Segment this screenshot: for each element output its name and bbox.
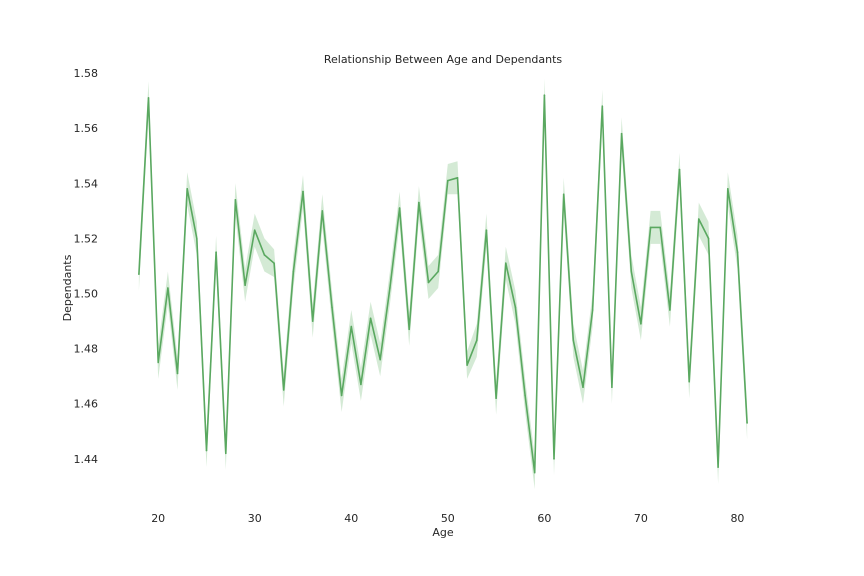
data-point — [205, 449, 208, 452]
data-point — [138, 273, 140, 276]
data-point — [543, 94, 546, 96]
data-point — [659, 226, 661, 229]
data-point — [321, 210, 324, 212]
data-point — [215, 251, 217, 253]
data-point — [476, 339, 478, 342]
data-point — [736, 251, 739, 253]
data-point — [514, 306, 517, 309]
data-point — [707, 237, 710, 240]
data-point — [157, 361, 159, 364]
x-tick-label: 30 — [248, 512, 262, 525]
data-point — [447, 179, 449, 182]
data-point — [717, 466, 719, 468]
data-point — [572, 339, 575, 342]
chart-title: Relationship Between Age and Dependants — [324, 53, 563, 66]
data-point — [418, 201, 420, 204]
series-layer — [138, 78, 748, 490]
data-point — [263, 254, 266, 256]
data-point — [398, 207, 401, 209]
data-point — [678, 168, 681, 171]
data-point — [611, 386, 613, 389]
y-tick-label: 1.54 — [74, 177, 99, 190]
data-point — [601, 105, 604, 107]
y-tick-label: 1.48 — [74, 343, 99, 356]
data-point — [147, 97, 150, 99]
data-point — [282, 389, 285, 391]
data-point — [688, 380, 690, 383]
data-point — [379, 358, 382, 361]
y-tick-label: 1.58 — [74, 67, 99, 80]
x-tick-label: 40 — [344, 512, 358, 525]
data-point — [466, 364, 468, 366]
data-point — [167, 287, 169, 289]
data-point — [456, 177, 459, 179]
x-axis-label: Age — [432, 526, 454, 539]
y-tick-label: 1.56 — [74, 122, 99, 135]
data-point — [533, 471, 536, 474]
data-point — [620, 132, 623, 135]
x-tick-label: 20 — [151, 512, 165, 525]
x-tick-label: 70 — [634, 512, 648, 525]
data-point — [360, 383, 362, 386]
data-point — [369, 317, 372, 320]
data-point — [225, 452, 227, 455]
data-point — [196, 237, 198, 240]
y-tick-label: 1.50 — [74, 288, 99, 301]
data-point — [350, 325, 353, 328]
data-point — [234, 199, 237, 201]
data-point — [553, 458, 555, 460]
data-point — [186, 188, 188, 190]
data-point — [389, 287, 391, 289]
data-point — [495, 397, 497, 400]
data-point — [427, 281, 430, 284]
data-point — [591, 309, 594, 311]
data-point — [698, 218, 700, 220]
data-point — [669, 309, 671, 311]
data-point — [582, 386, 584, 389]
x-tick-label: 80 — [730, 512, 744, 525]
data-point — [485, 229, 488, 231]
data-point — [302, 190, 304, 193]
data-point — [562, 193, 565, 196]
y-tick-label: 1.44 — [74, 453, 99, 466]
data-point — [727, 188, 729, 190]
data-point — [524, 394, 526, 397]
data-point — [746, 422, 748, 424]
data-point — [292, 270, 295, 273]
x-axis-ticks: 20 30 40 50 60 70 80 — [151, 512, 744, 525]
data-point — [630, 270, 633, 273]
data-point — [331, 306, 333, 309]
data-point — [640, 323, 642, 325]
x-tick-label: 50 — [441, 512, 455, 525]
data-point — [176, 372, 179, 375]
y-tick-label: 1.46 — [74, 398, 99, 411]
y-axis-label: Dependants — [61, 254, 74, 321]
data-point — [311, 320, 314, 322]
data-point — [253, 229, 256, 231]
data-point — [273, 262, 275, 265]
data-point — [437, 270, 440, 273]
series-line — [138, 94, 748, 474]
plot-area — [108, 69, 778, 507]
y-axis-ticks: 1.44 1.46 1.48 1.50 1.52 1.54 1.56 1.58 — [74, 67, 99, 466]
data-point — [244, 284, 246, 287]
data-point — [649, 226, 652, 229]
data-point — [505, 262, 507, 265]
data-point — [340, 394, 343, 397]
y-tick-label: 1.52 — [74, 232, 99, 245]
x-tick-label: 60 — [537, 512, 551, 525]
data-point — [408, 328, 411, 331]
